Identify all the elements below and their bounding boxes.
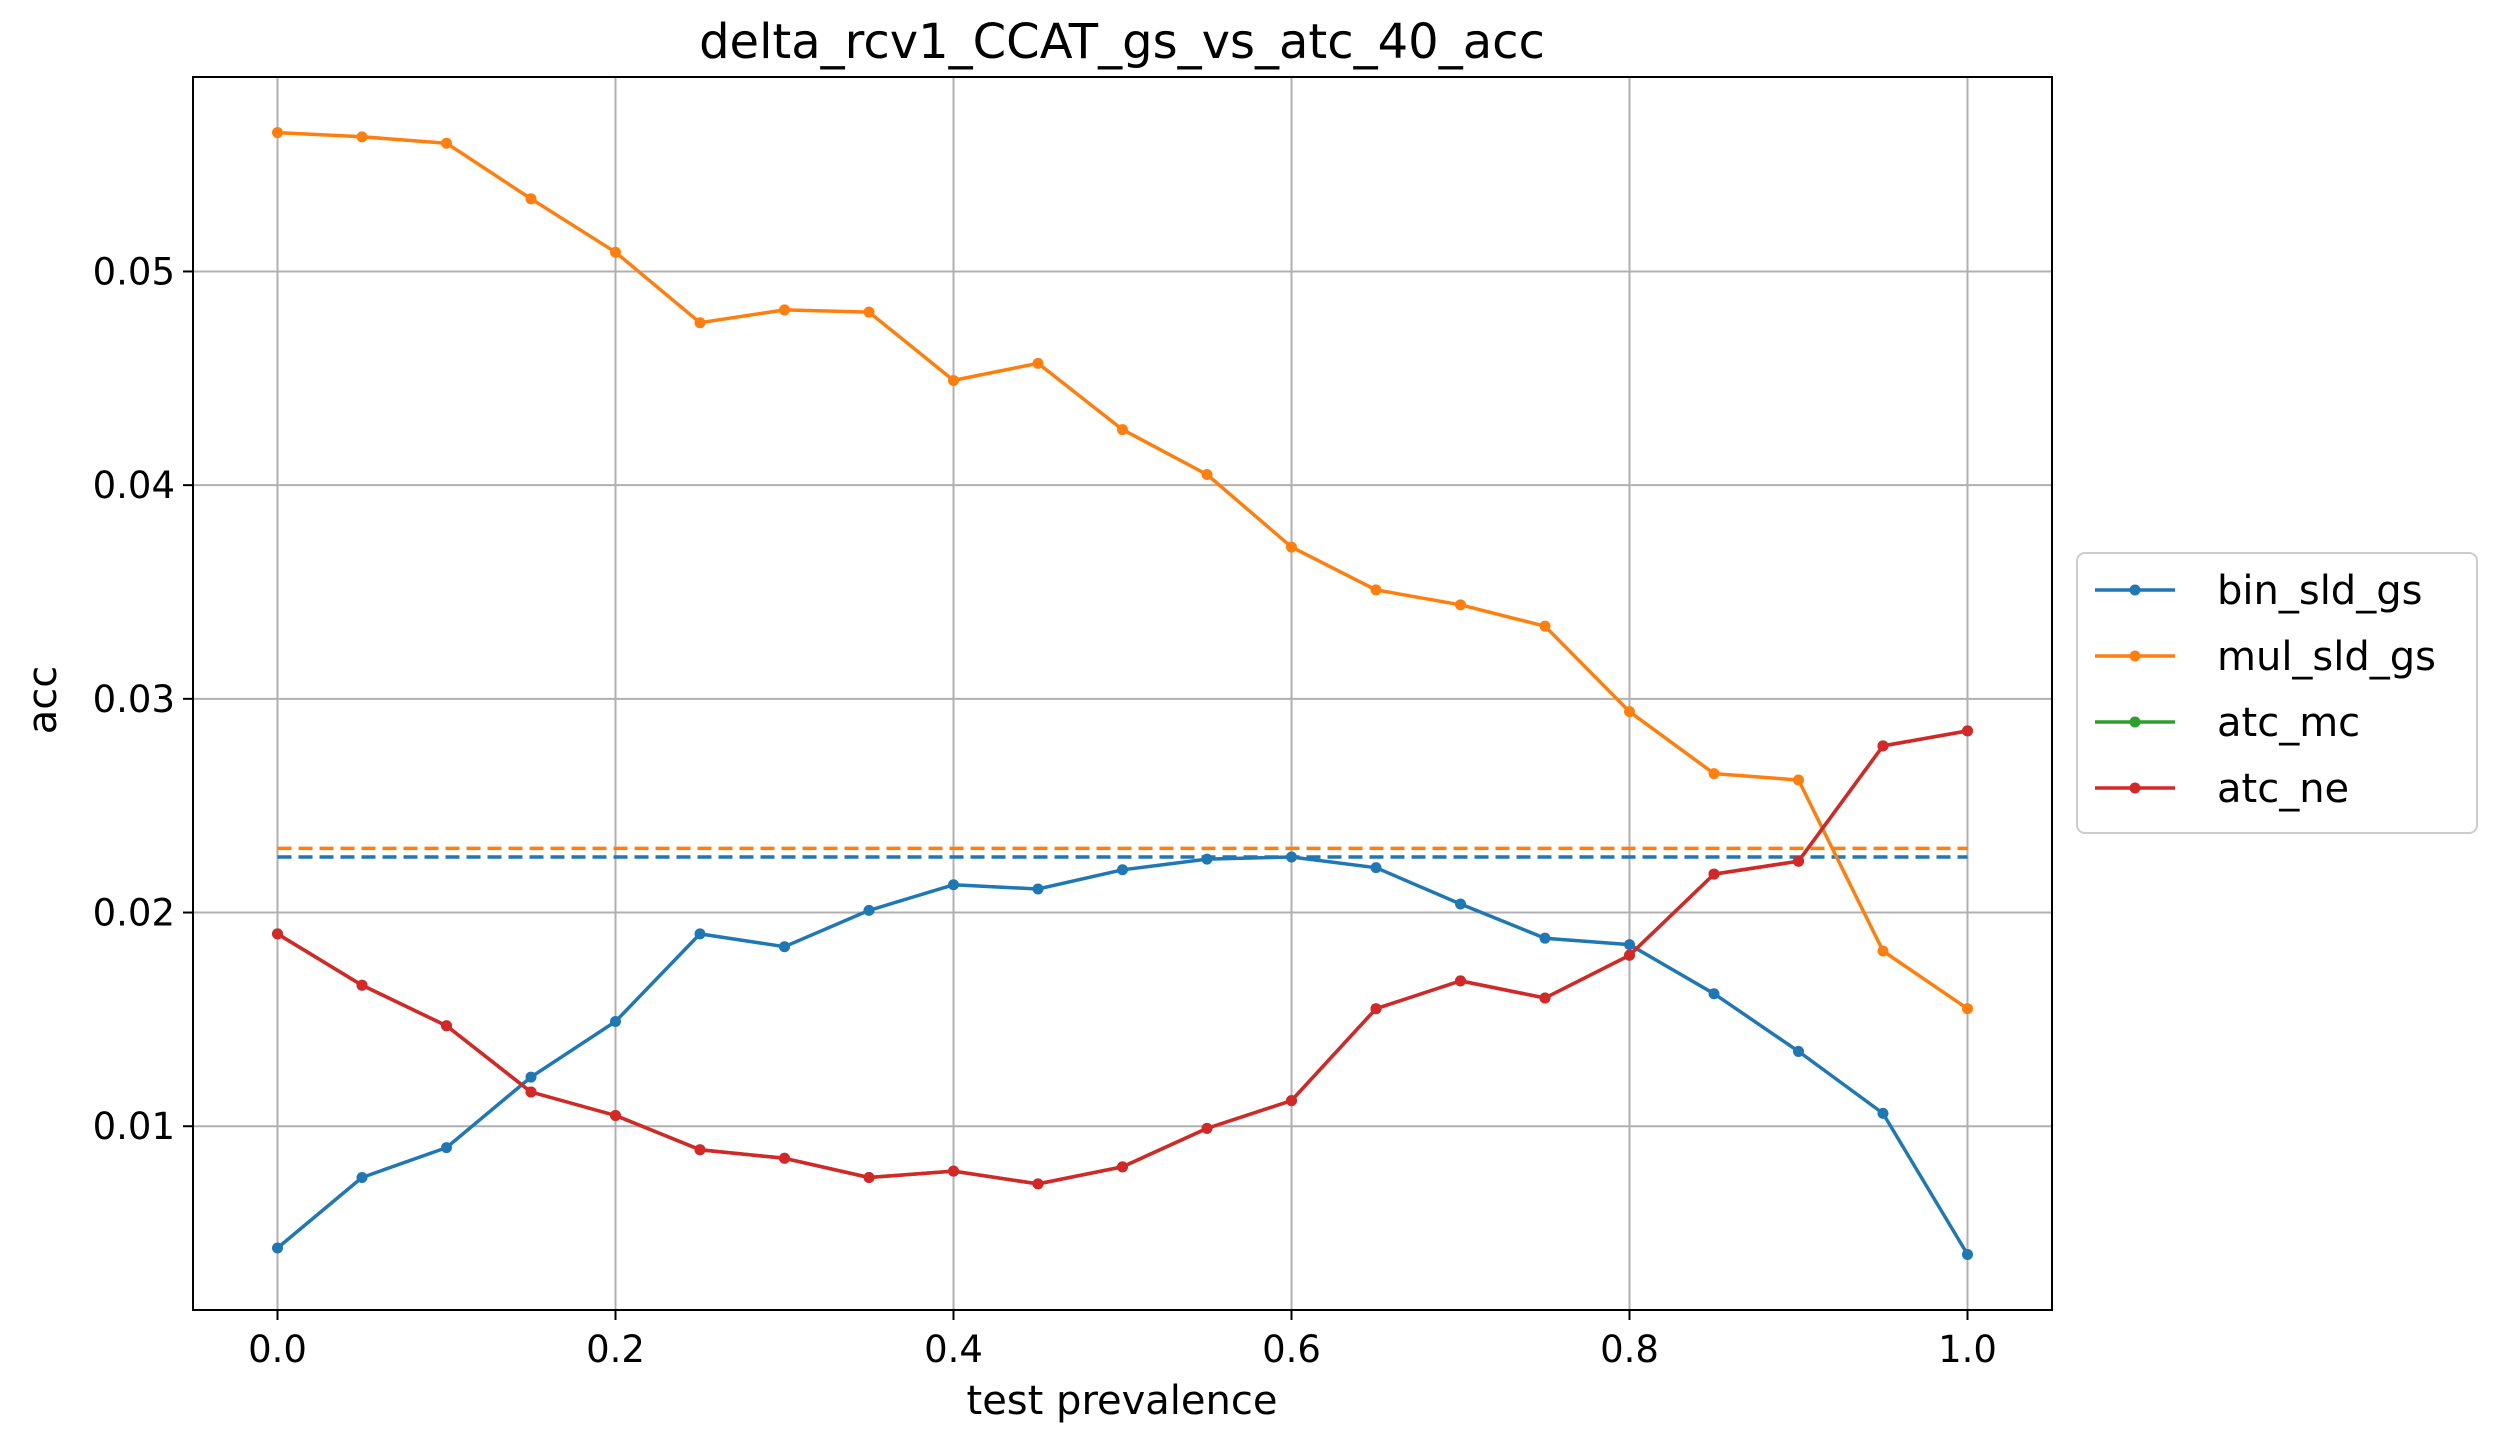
atc_ne-point	[525, 1086, 537, 1098]
bin_sld_gs-point	[610, 1016, 621, 1028]
y-axis-label: acc	[20, 666, 66, 735]
mul_sld_gs-series	[272, 127, 1973, 1015]
bin_sld_gs-point	[1708, 988, 1720, 1000]
mul_sld_gs-point	[1708, 768, 1720, 780]
legend-marker	[2129, 650, 2141, 662]
series-layer	[272, 127, 1973, 1260]
atc_ne-point	[441, 1020, 452, 1032]
mul_sld_gs-point	[525, 193, 537, 205]
atc_ne-point	[1455, 975, 1466, 987]
x-tick-label: 0.6	[1262, 1328, 1321, 1371]
mul_sld_gs-point	[1793, 774, 1804, 786]
bin_sld_gs-point	[1286, 851, 1297, 863]
plot-frame	[192, 76, 2053, 1311]
bin_sld_gs-point	[1624, 939, 1635, 951]
mul_sld_gs-point	[272, 127, 283, 139]
bin_sld_gs-point	[272, 1242, 283, 1254]
bin_sld_gs-point	[1117, 864, 1128, 876]
y-tick-label: 0.01	[93, 1105, 175, 1148]
atc_ne-point	[694, 1144, 706, 1156]
mul_sld_gs-point	[1117, 424, 1128, 436]
y-tick-label: 0.02	[93, 892, 175, 935]
mul_sld_gs-point	[1032, 357, 1044, 369]
legend-marker	[2129, 584, 2141, 596]
x-tick-label: 0.2	[586, 1328, 645, 1371]
x-tick-label: 0.4	[924, 1328, 983, 1371]
mul_sld_gs-point	[779, 304, 790, 316]
grid	[193, 77, 2052, 1310]
mul_sld_gs-point	[1286, 541, 1297, 553]
atc_ne-series	[272, 725, 1973, 1190]
y-tick-label: 0.04	[93, 464, 175, 507]
legend-box	[2076, 552, 2478, 834]
atc_ne-point	[1708, 868, 1720, 880]
legend: bin_sld_gs mul_sld_gs atc_mc atc_ne	[2076, 552, 2478, 834]
mul_sld_gs-point	[1455, 599, 1466, 611]
atc_ne-point	[1539, 992, 1551, 1004]
bin_sld_gs-point	[694, 928, 706, 940]
atc_ne-point	[948, 1165, 959, 1177]
bin_sld_gs-point	[948, 879, 959, 891]
x-axis-ticks: 0.0 0.2 0.4 0.6 0.8 1.0	[248, 1310, 1997, 1371]
mul_sld_gs-point	[441, 137, 452, 149]
bin_sld_gs-point	[1032, 883, 1044, 895]
mul_sld_gs-point	[1962, 1003, 1973, 1015]
legend-label: atc_mc	[2217, 700, 2360, 746]
mul_sld_gs-point	[356, 131, 368, 143]
mul_sld_gs-point	[1201, 468, 1213, 480]
atc_ne-point	[1877, 740, 1889, 752]
atc_ne-point	[610, 1110, 621, 1122]
atc_ne-point	[863, 1172, 875, 1184]
y-tick-label: 0.05	[93, 250, 175, 293]
bin_sld_gs-point	[1201, 853, 1213, 865]
mul_sld_gs-point	[948, 374, 959, 386]
x-axis-label: test prevalence	[967, 1378, 1278, 1424]
bin_sld_gs-point	[863, 904, 875, 916]
bin_sld_gs-point	[1793, 1045, 1804, 1057]
atc_ne-point	[779, 1152, 790, 1164]
bin_sld_gs-point	[356, 1172, 368, 1184]
bin_sld_gs-point	[779, 941, 790, 953]
atc_ne-point	[1370, 1003, 1382, 1015]
atc_ne-point	[1286, 1095, 1297, 1107]
atc_ne-point	[1793, 855, 1804, 867]
mul_sld_gs-point	[1539, 620, 1551, 632]
bin_sld_gs-point	[441, 1142, 452, 1154]
mul_sld_gs-point	[863, 306, 875, 318]
bin_sld_gs-point	[1962, 1248, 1973, 1260]
atc_ne-point	[356, 979, 368, 991]
bin_sld_gs-point	[1370, 862, 1382, 874]
mul_sld_gs-point	[1877, 945, 1889, 957]
bin_sld_gs-point	[1539, 932, 1551, 944]
x-tick-label: 1.0	[1938, 1328, 1997, 1371]
x-tick-label: 0.0	[248, 1328, 307, 1371]
mul_sld_gs-point	[1370, 584, 1382, 596]
bin_sld_gs-point	[1877, 1107, 1889, 1119]
bin_sld_gs-series	[272, 851, 1973, 1260]
chart-title: delta_rcv1_CCAT_gs_vs_atc_40_acc	[699, 14, 1545, 70]
atc_ne-point	[1624, 949, 1635, 961]
mul_sld_gs-point	[1624, 706, 1635, 718]
legend-label: bin_sld_gs	[2217, 568, 2422, 614]
mul_sld_gs-point	[610, 246, 621, 258]
legend-label: mul_sld_gs	[2217, 634, 2436, 680]
legend-label: atc_ne	[2217, 766, 2349, 812]
y-tick-label: 0.03	[93, 678, 175, 721]
atc_ne-point	[1032, 1178, 1044, 1190]
y-axis-ticks: 0.01 0.02 0.03 0.04 0.05	[93, 250, 193, 1148]
x-tick-label: 0.8	[1600, 1328, 1659, 1371]
legend-marker	[2129, 716, 2141, 728]
legend-marker	[2129, 782, 2141, 794]
atc_ne-point	[1201, 1122, 1213, 1134]
atc_ne-point	[272, 928, 283, 940]
atc_ne-point	[1117, 1161, 1128, 1173]
mean-lines	[277, 846, 1968, 859]
atc_ne-point	[1962, 725, 1973, 737]
bin_sld_gs-point	[525, 1071, 537, 1083]
bin_sld_gs-point	[1455, 898, 1466, 910]
mul_sld_gs-point	[694, 317, 706, 329]
